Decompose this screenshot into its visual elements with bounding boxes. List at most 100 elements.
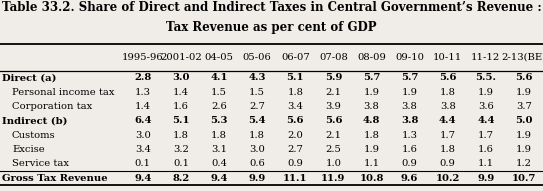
Text: 3.8: 3.8	[402, 102, 418, 111]
Text: 1.9: 1.9	[516, 131, 532, 140]
Text: 1.9: 1.9	[363, 145, 380, 154]
Text: 06-07: 06-07	[281, 53, 310, 62]
Text: 1.1: 1.1	[478, 159, 494, 168]
Text: 9.4: 9.4	[134, 174, 151, 183]
Text: 0.4: 0.4	[211, 159, 227, 168]
Text: 1.8: 1.8	[440, 88, 456, 97]
Text: Excise: Excise	[12, 145, 45, 154]
Text: 3.4: 3.4	[135, 145, 151, 154]
Text: 04-05: 04-05	[205, 53, 233, 62]
Text: Tax Revenue as per cent of GDP: Tax Revenue as per cent of GDP	[166, 21, 377, 34]
Text: 0.6: 0.6	[249, 159, 265, 168]
Text: 1.6: 1.6	[478, 145, 494, 154]
Text: 1.9: 1.9	[516, 88, 532, 97]
Text: 2.7: 2.7	[287, 145, 303, 154]
Text: 3.1: 3.1	[211, 145, 227, 154]
Text: 5.7: 5.7	[401, 73, 418, 82]
Text: 10.8: 10.8	[359, 174, 384, 183]
Text: 8.2: 8.2	[172, 174, 190, 183]
Text: 6.4: 6.4	[134, 116, 151, 125]
Text: 2-13(BE): 2-13(BE)	[501, 53, 543, 62]
Text: 4.1: 4.1	[210, 73, 228, 82]
Text: 3.8: 3.8	[401, 116, 418, 125]
Text: 1.7: 1.7	[478, 131, 494, 140]
Text: 2.1: 2.1	[325, 88, 342, 97]
Text: 0.9: 0.9	[402, 159, 418, 168]
Text: 10.7: 10.7	[512, 174, 536, 183]
Text: 1.9: 1.9	[363, 88, 380, 97]
Text: 3.0: 3.0	[135, 131, 151, 140]
Text: 1.9: 1.9	[516, 145, 532, 154]
Text: 3.0: 3.0	[249, 145, 265, 154]
Text: 05-06: 05-06	[243, 53, 272, 62]
Text: 09-10: 09-10	[395, 53, 424, 62]
Text: 1.8: 1.8	[363, 131, 380, 140]
Text: 08-09: 08-09	[357, 53, 386, 62]
Text: 10-11: 10-11	[433, 53, 462, 62]
Text: 1995-96: 1995-96	[122, 53, 163, 62]
Text: 1.8: 1.8	[173, 131, 189, 140]
Text: 5.6: 5.6	[325, 116, 342, 125]
Text: 5.3: 5.3	[210, 116, 228, 125]
Text: 2.0: 2.0	[287, 131, 303, 140]
Text: Corporation tax: Corporation tax	[12, 102, 92, 111]
Text: 2.1: 2.1	[325, 131, 342, 140]
Text: 3.9: 3.9	[325, 102, 342, 111]
Text: 5.4: 5.4	[249, 116, 266, 125]
Text: Direct (a): Direct (a)	[2, 73, 56, 82]
Text: 3.2: 3.2	[173, 145, 189, 154]
Text: 1.8: 1.8	[211, 131, 227, 140]
Text: Service tax: Service tax	[12, 159, 69, 168]
Text: 4.3: 4.3	[249, 73, 266, 82]
Text: 4.4: 4.4	[477, 116, 495, 125]
Text: 11.1: 11.1	[283, 174, 307, 183]
Text: 10.2: 10.2	[435, 174, 460, 183]
Text: 1.9: 1.9	[402, 88, 418, 97]
Text: 3.8: 3.8	[440, 102, 456, 111]
Text: 0.1: 0.1	[173, 159, 189, 168]
Text: 5.1: 5.1	[287, 73, 304, 82]
Text: 5.1: 5.1	[172, 116, 190, 125]
Text: 2.7: 2.7	[249, 102, 265, 111]
Text: 5.5.: 5.5.	[475, 73, 496, 82]
Text: 1.9: 1.9	[478, 88, 494, 97]
Text: Customs: Customs	[12, 131, 55, 140]
Text: 3.7: 3.7	[516, 102, 532, 111]
Text: 3.0: 3.0	[172, 73, 190, 82]
Text: 2.6: 2.6	[211, 102, 227, 111]
Text: 2001-02: 2001-02	[160, 53, 202, 62]
Text: 1.5: 1.5	[249, 88, 265, 97]
Text: 1.2: 1.2	[516, 159, 532, 168]
Text: 5.6: 5.6	[439, 73, 457, 82]
Text: 1.7: 1.7	[440, 131, 456, 140]
Text: 5.0: 5.0	[515, 116, 533, 125]
Text: 4.4: 4.4	[439, 116, 457, 125]
Text: 9.6: 9.6	[401, 174, 418, 183]
Text: 11-12: 11-12	[471, 53, 501, 62]
Text: 1.4: 1.4	[135, 102, 151, 111]
Text: 1.0: 1.0	[325, 159, 342, 168]
Text: 1.8: 1.8	[440, 145, 456, 154]
Text: 11.9: 11.9	[321, 174, 345, 183]
Text: Personal income tax: Personal income tax	[12, 88, 115, 97]
Text: 2.5: 2.5	[325, 145, 342, 154]
Text: 07-08: 07-08	[319, 53, 348, 62]
Text: 1.4: 1.4	[173, 88, 189, 97]
Text: 3.6: 3.6	[478, 102, 494, 111]
Text: 1.3: 1.3	[135, 88, 151, 97]
Text: 4.8: 4.8	[363, 116, 380, 125]
Text: 3.4: 3.4	[287, 102, 304, 111]
Text: 5.7: 5.7	[363, 73, 380, 82]
Text: 1.5: 1.5	[211, 88, 227, 97]
Text: 1.3: 1.3	[402, 131, 418, 140]
Text: 0.9: 0.9	[440, 159, 456, 168]
Text: 1.8: 1.8	[287, 88, 304, 97]
Text: 9.4: 9.4	[210, 174, 228, 183]
Text: 5.9: 5.9	[325, 73, 342, 82]
Text: Indirect (b): Indirect (b)	[2, 116, 68, 125]
Text: 1.8: 1.8	[249, 131, 265, 140]
Text: 0.9: 0.9	[287, 159, 303, 168]
Text: 1.6: 1.6	[402, 145, 418, 154]
Text: Table 33.2. Share of Direct and Indirect Taxes in Central Government’s Revenue :: Table 33.2. Share of Direct and Indirect…	[2, 1, 541, 14]
Text: 2.8: 2.8	[134, 73, 151, 82]
